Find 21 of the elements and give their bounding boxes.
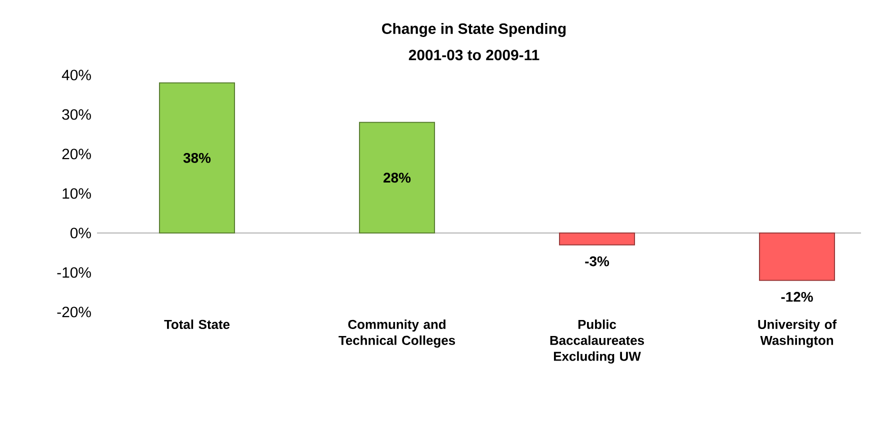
x-tick-label: Total State (164, 320, 230, 330)
data-label: 28% (384, 172, 411, 183)
x-tick-label: University of Washington (758, 320, 837, 348)
y-tick-label: -20% (57, 306, 91, 318)
y-tick-label: 20% (62, 148, 91, 160)
chart-subtitle: 2001-03 to 2009-11 (408, 50, 540, 60)
x-tick-label: Public Baccalaureates Excluding UW (550, 320, 644, 364)
data-label: 38% (183, 152, 211, 163)
bar (359, 122, 436, 234)
bar (759, 232, 836, 281)
y-tick-label: 30% (62, 109, 91, 120)
chart-title: Change in State Spending (382, 23, 566, 37)
bar (559, 232, 636, 246)
data-label: -3% (585, 256, 610, 266)
y-tick-label: 10% (62, 188, 91, 199)
y-tick-label: 40% (62, 70, 91, 80)
y-tick-label: 0% (70, 228, 91, 238)
y-tick-label: -10% (57, 267, 91, 278)
data-label: -12% (781, 292, 813, 302)
bar (159, 82, 236, 234)
x-tick-label: Community and Technical Colleges (338, 320, 456, 348)
